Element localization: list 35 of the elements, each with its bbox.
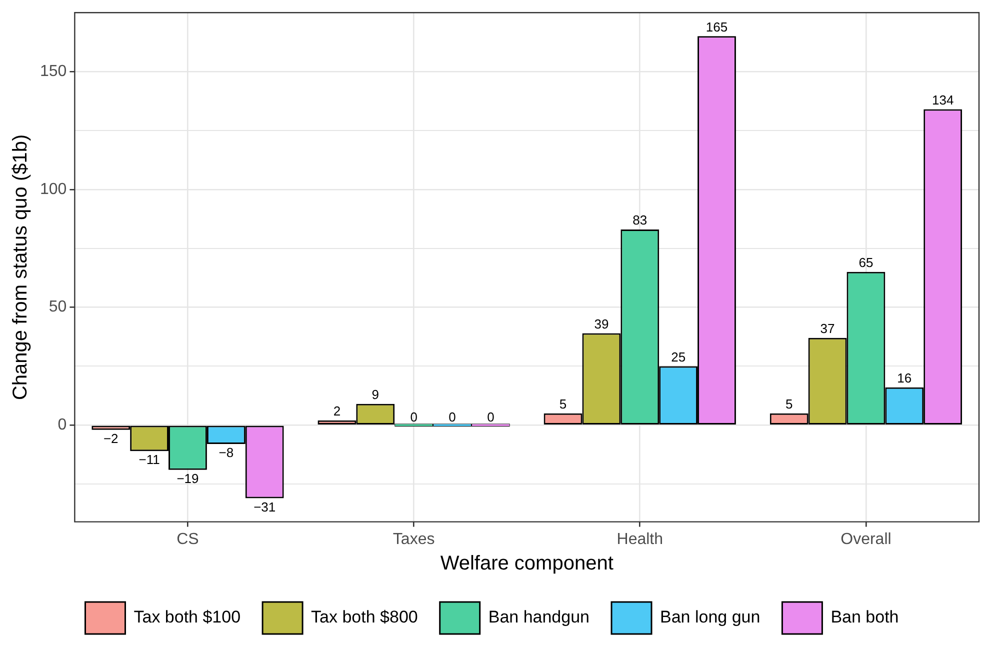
data-label: 16	[897, 370, 912, 386]
data-label: 0	[448, 410, 456, 425]
data-label: −19	[176, 471, 199, 486]
data-label: −31	[254, 499, 276, 514]
legend-label: Ban long gun	[660, 608, 760, 627]
data-label: 25	[671, 349, 686, 364]
data-label: 0	[410, 410, 418, 425]
data-label: 0	[487, 410, 494, 425]
y-axis-title: Change from status quo ($1b)	[10, 134, 32, 400]
data-label: 5	[559, 396, 567, 412]
data-label: 39	[594, 316, 609, 332]
data-label: −8	[218, 445, 234, 460]
data-label: 165	[706, 19, 728, 34]
data-label: 83	[632, 212, 648, 228]
y-tick-label: 100	[40, 180, 67, 198]
x-axis-title: Welfare component	[440, 552, 614, 575]
y-tick-label: 0	[58, 416, 67, 434]
y-tick-label: 50	[48, 298, 67, 316]
x-tick-label: Taxes	[392, 530, 435, 548]
data-label: 5	[785, 396, 793, 412]
data-label: 134	[932, 92, 954, 108]
legend-label: Ban both	[830, 608, 899, 627]
legend-label: Ban handgun	[488, 608, 590, 627]
data-label: −2	[103, 430, 118, 446]
x-tick-label: Overall	[840, 530, 892, 548]
y-tick-label: 150	[40, 62, 67, 80]
data-label: 9	[372, 387, 379, 402]
data-label: 2	[333, 404, 341, 419]
data-label: 65	[858, 254, 874, 270]
data-label: 37	[820, 321, 835, 336]
data-label: −11	[138, 452, 160, 468]
legend-label: Tax both $100	[134, 608, 241, 627]
legend-label: Tax both $800	[311, 608, 418, 627]
x-tick-label: Health	[616, 530, 664, 548]
x-tick-label: CS	[176, 530, 199, 548]
